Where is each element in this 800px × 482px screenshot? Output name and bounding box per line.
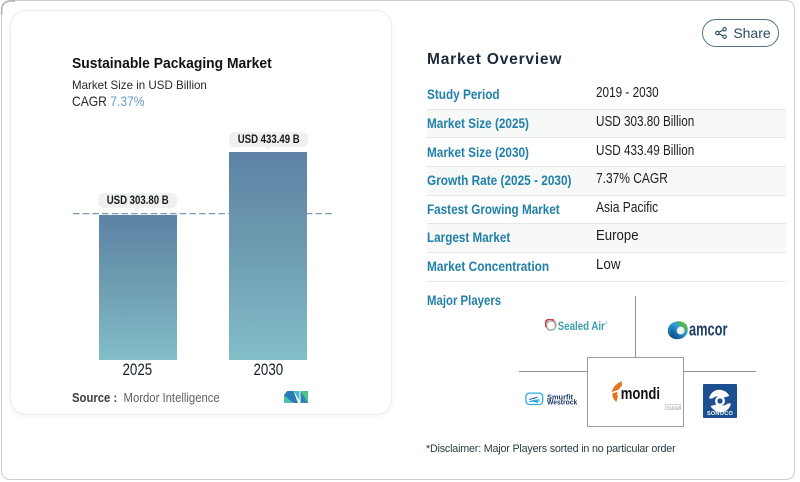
- svg-text:Smurfit: Smurfit: [547, 394, 574, 401]
- svg-text:mondi: mondi: [621, 385, 660, 403]
- svg-text:amcor: amcor: [689, 320, 728, 340]
- svg-text:Sealed Air: Sealed Air: [558, 321, 605, 332]
- svg-text:SONOCO: SONOCO: [706, 411, 733, 417]
- svg-text:Westrock: Westrock: [547, 400, 577, 406]
